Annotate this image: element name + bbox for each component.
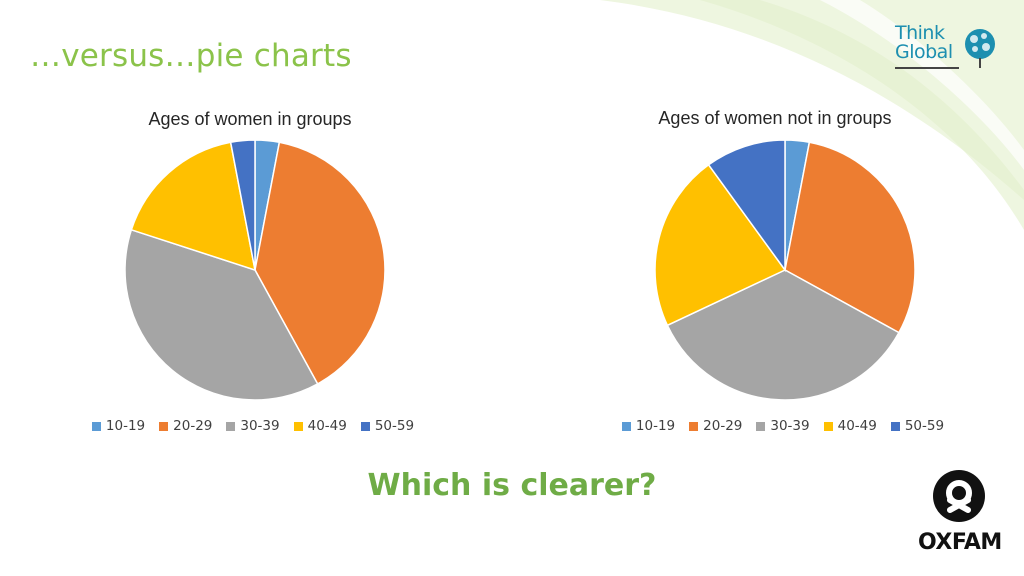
think-global-underline [895,67,959,69]
legend-swatch-30-39 [756,421,766,431]
pie-slice-20-29 [254,141,386,385]
legend-label-30-39: 30-39 [770,418,810,434]
legend-label-40-49: 40-49 [837,418,877,434]
legend-label-20-29: 20-29 [703,418,743,434]
think-global-logo: Think Global [893,24,1003,72]
legend-swatch-30-39 [226,421,236,431]
legend-in-groups: 10-19 20-29 30-39 40-49 50-59 [83,418,423,434]
think-global-line2: Global [895,41,953,63]
pie-slice-50-59 [707,139,786,273]
pie-slices-not-in-groups [654,139,916,401]
legend-label-40-49: 40-49 [307,418,347,434]
legend-item-30-39: 30-39 [226,418,280,434]
oxfam-logo: OXFAM [918,470,1004,560]
legend-item-20-29: 20-29 [159,418,212,434]
oxfam-circle [933,470,985,522]
legend-item-30-39: 30-39 [756,418,810,434]
legend-label-20-29: 20-29 [173,418,213,434]
legend-item-50-59: 50-59 [890,418,945,434]
legend-label-10-19: 10-19 [105,418,146,434]
legend-swatch-20-29 [159,421,169,431]
legend-label-50-59: 50-59 [904,418,945,434]
pie-slice-40-49 [654,163,787,327]
slide-title: …versus…pie charts [30,38,352,74]
legend-swatch-10-19 [621,421,631,431]
question-text: Which is clearer? [367,468,657,503]
pie-slice-40-49 [130,141,256,272]
legend-swatch-40-49 [293,421,303,431]
chart-title-in-groups: Ages of women in groups [148,109,352,129]
legend-item-10-19: 10-19 [621,418,676,434]
legend-swatch-40-49 [823,421,833,431]
legend-item-40-49: 40-49 [293,418,347,434]
pie-chart-in-groups: Ages of women in groups 10-19 20-29 30-3… [85,100,425,450]
pie-not-in-groups-svg [654,139,916,401]
pie-in-groups-svg [124,139,386,401]
globe-tree-icon [965,29,995,68]
pie-slice-30-39 [666,269,900,401]
legend-label-50-59: 50-59 [374,418,415,434]
oxfam-wordmark: OXFAM [918,530,1002,555]
oxfam-figure-icon [946,480,972,513]
legend-label-10-19: 10-19 [635,418,676,434]
legend-item-40-49: 40-49 [823,418,877,434]
legend-not-in-groups: 10-19 20-29 30-39 40-49 50-59 [613,418,953,434]
pie-slice-30-39 [124,228,319,401]
pie-slices-in-groups [124,139,386,401]
legend-item-50-59: 50-59 [360,418,415,434]
legend-swatch-50-59 [360,421,370,431]
legend-label-30-39: 30-39 [240,418,280,434]
pie-slice-20-29 [784,141,916,334]
legend-swatch-20-29 [689,421,699,431]
chart-title-not-in-groups: Ages of women not in groups [658,108,892,128]
think-global-line1: Think [895,22,945,44]
pie-slice-50-59 [229,139,256,271]
legend-swatch-50-59 [890,421,900,431]
legend-swatch-10-19 [91,421,101,431]
legend-item-10-19: 10-19 [91,418,146,434]
pie-chart-not-in-groups: Ages of women not in groups 10-19 20-29 … [615,100,955,450]
legend-item-20-29: 20-29 [689,418,742,434]
